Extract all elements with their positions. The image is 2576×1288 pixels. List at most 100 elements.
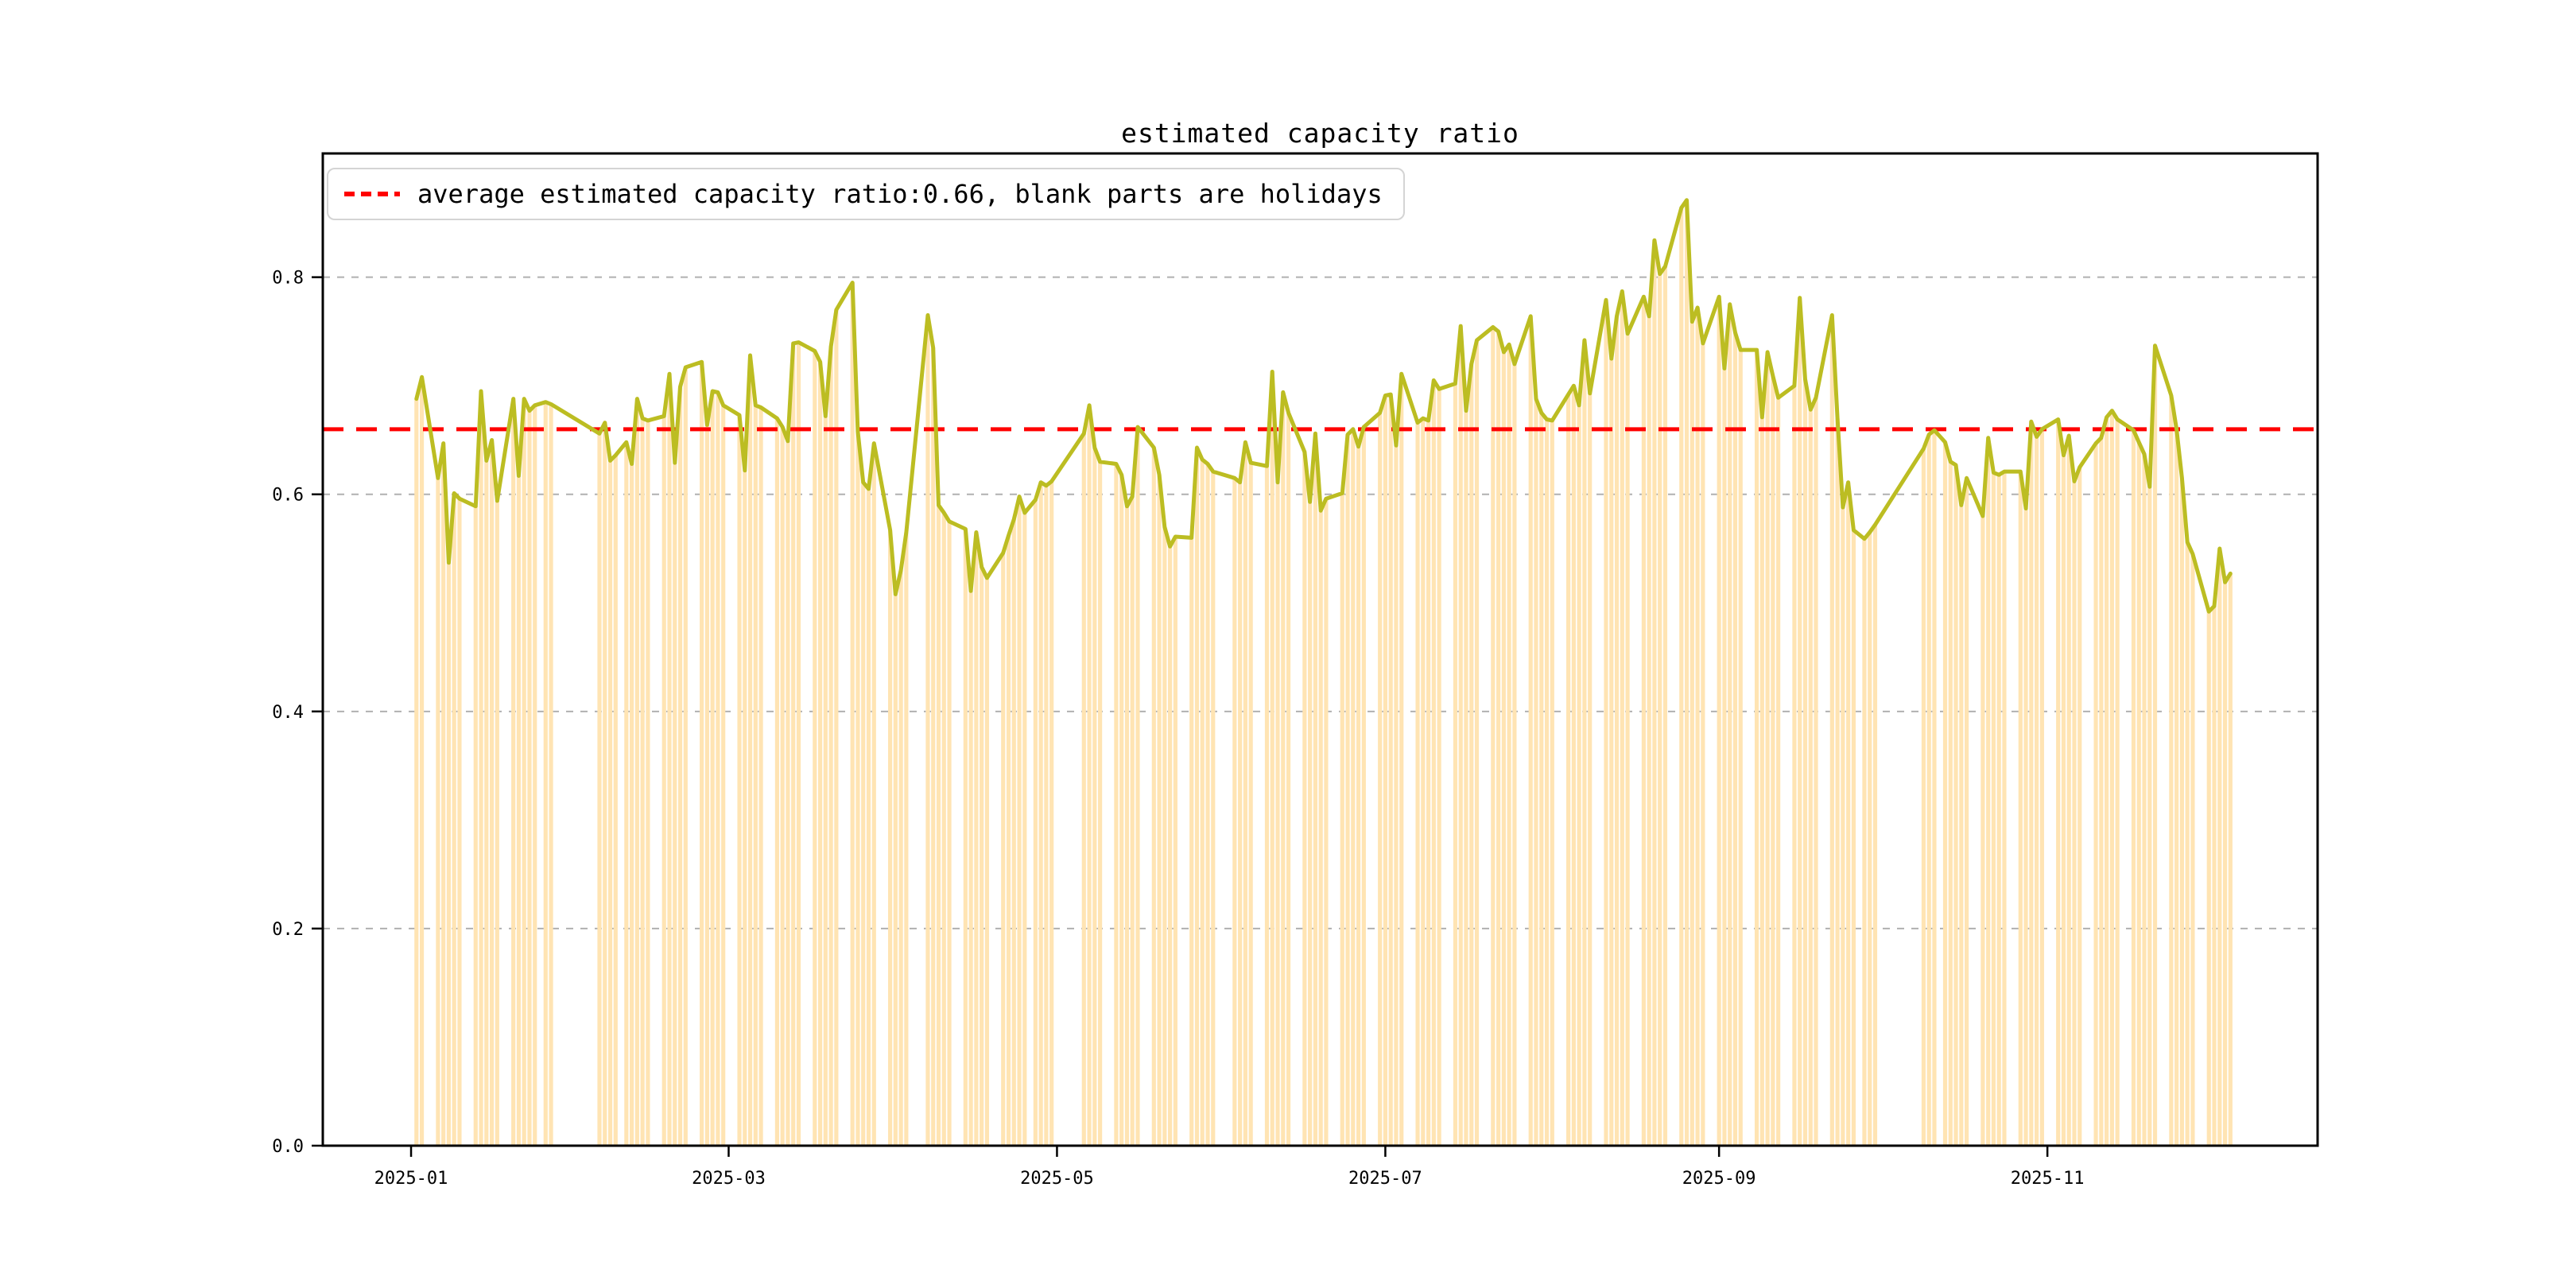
capacity-bar xyxy=(721,405,726,1146)
capacity-bar xyxy=(1313,433,1317,1146)
capacity-bar xyxy=(2222,582,2228,1146)
capacity-bar xyxy=(1679,208,1684,1146)
capacity-bar xyxy=(828,347,833,1146)
capacity-bar xyxy=(1771,375,1775,1146)
capacity-bar xyxy=(1286,413,1291,1146)
capacity-bar xyxy=(2035,436,2039,1146)
capacity-bar xyxy=(980,567,984,1146)
capacity-bar xyxy=(1383,395,1388,1146)
capacity-bar xyxy=(2077,467,2082,1146)
capacity-bar xyxy=(834,309,839,1146)
capacity-bar xyxy=(1324,499,1329,1146)
capacity-bar xyxy=(1759,417,1764,1146)
capacity-bar xyxy=(1205,464,1210,1146)
capacity-bar xyxy=(1049,481,1054,1146)
capacity-bar xyxy=(1340,493,1344,1146)
capacity-bar xyxy=(2039,429,2044,1146)
capacity-bar xyxy=(904,532,909,1146)
capacity-bar xyxy=(791,343,796,1146)
capacity-bar xyxy=(1248,463,1253,1146)
capacity-bar xyxy=(1604,300,1608,1146)
capacity-bar xyxy=(743,470,747,1146)
capacity-bar xyxy=(968,591,973,1146)
capacity-bar xyxy=(446,562,452,1146)
capacity-bar xyxy=(1281,392,1286,1146)
capacity-bar xyxy=(1814,398,1818,1146)
capacity-bar xyxy=(1200,460,1205,1146)
capacity-bar xyxy=(484,460,489,1146)
capacity-bar xyxy=(1399,374,1404,1146)
capacity-bar xyxy=(861,482,866,1146)
capacity-bar xyxy=(850,282,855,1146)
capacity-bar xyxy=(1829,315,1834,1146)
capacity-bar xyxy=(1765,351,1770,1146)
capacity-bar xyxy=(1658,274,1662,1146)
capacity-bar xyxy=(2072,481,2077,1146)
capacity-bar xyxy=(1275,482,1280,1146)
capacity-bar xyxy=(1491,327,1496,1146)
capacity-bar xyxy=(1124,506,1130,1146)
capacity-bar xyxy=(1862,538,1867,1146)
capacity-bar xyxy=(1512,363,1517,1146)
capacity-bar xyxy=(931,347,936,1146)
capacity-bar xyxy=(925,315,930,1146)
capacity-bar xyxy=(1808,409,1813,1146)
capacity-bar xyxy=(1738,350,1743,1146)
capacity-bar xyxy=(1717,297,1721,1146)
capacity-bar xyxy=(941,512,946,1146)
capacity-bar xyxy=(1662,266,1668,1146)
capacity-bar xyxy=(1162,526,1167,1146)
capacity-bar xyxy=(2169,395,2174,1146)
capacity-bar xyxy=(2142,454,2147,1146)
capacity-bar xyxy=(1582,339,1587,1146)
capacity-bar xyxy=(613,455,618,1146)
capacity-bar xyxy=(1474,339,1480,1146)
capacity-bar xyxy=(597,433,602,1146)
capacity-bar xyxy=(457,499,462,1146)
x-tick-label: 2025-09 xyxy=(1682,1169,1756,1189)
capacity-bar xyxy=(1986,437,1991,1146)
capacity-bar xyxy=(1754,350,1759,1146)
capacity-bar xyxy=(1189,537,1194,1146)
capacity-bar xyxy=(630,464,634,1146)
x-tick-label: 2025-05 xyxy=(1020,1169,1094,1189)
capacity-bar xyxy=(1114,464,1119,1146)
capacity-bar xyxy=(1243,442,1247,1146)
capacity-bar xyxy=(1496,331,1501,1146)
capacity-bar xyxy=(1566,394,1571,1146)
capacity-bar xyxy=(511,398,516,1146)
capacity-bar xyxy=(1690,321,1694,1146)
capacity-bar xyxy=(2212,606,2217,1146)
capacity-bar xyxy=(1684,200,1690,1146)
capacity-bar xyxy=(1647,316,1651,1146)
capacity-bar xyxy=(1926,434,1931,1146)
capacity-bar xyxy=(1614,316,1620,1146)
capacity-bar xyxy=(2147,487,2152,1146)
capacity-bar xyxy=(1437,389,1441,1146)
capacity-bar xyxy=(1098,461,1103,1146)
capacity-bar xyxy=(607,460,613,1146)
capacity-bar xyxy=(1378,413,1383,1146)
capacity-bar xyxy=(1835,418,1840,1146)
capacity-bar xyxy=(667,374,672,1146)
capacity-bar xyxy=(533,405,537,1146)
x-tick-label: 2025-01 xyxy=(374,1169,448,1189)
y-tick-label: 0.6 xyxy=(272,486,304,506)
capacity-bar xyxy=(1776,398,1781,1146)
capacity-bar xyxy=(753,405,758,1146)
capacity-bar xyxy=(1022,512,1027,1146)
capacity-bar xyxy=(1641,297,1646,1146)
capacity-bar xyxy=(1157,475,1162,1146)
capacity-bar xyxy=(1464,410,1468,1146)
capacity-bar xyxy=(1932,430,1937,1146)
capacity-bar xyxy=(1991,472,1996,1146)
capacity-bar xyxy=(1722,368,1727,1146)
capacity-bar xyxy=(1081,433,1086,1146)
capacity-bar xyxy=(1695,307,1700,1146)
capacity-bar xyxy=(823,416,828,1146)
capacity-bar xyxy=(2018,471,2023,1146)
capacity-bar xyxy=(1011,519,1016,1146)
capacity-bar xyxy=(2093,443,2098,1146)
capacity-bar xyxy=(1238,482,1243,1146)
